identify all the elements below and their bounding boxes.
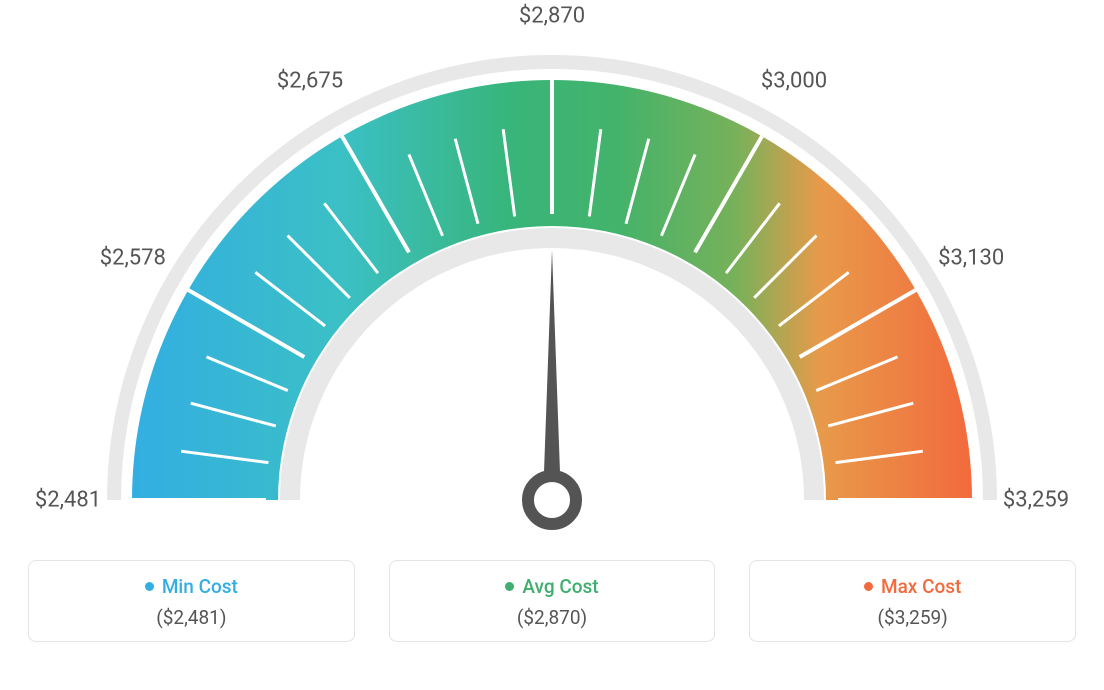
- legend-max: Max Cost ($3,259): [749, 560, 1076, 642]
- legend-dot-avg: [505, 582, 514, 591]
- legend-avg: Avg Cost ($2,870): [389, 560, 716, 642]
- legend-title-avg: Avg Cost: [522, 575, 598, 598]
- legend-row: Min Cost ($2,481) Avg Cost ($2,870) Max …: [0, 560, 1104, 642]
- legend-title-min: Min Cost: [162, 575, 238, 598]
- gauge-tick-label: $3,259: [1003, 488, 1069, 513]
- legend-title-max: Max Cost: [881, 575, 961, 598]
- legend-dot-min: [145, 582, 154, 591]
- legend-dot-max: [864, 582, 873, 591]
- cost-gauge: $2,481 $2,578 $2,675 $2,870 $3,000 $3,130 $3,2…: [0, 0, 1104, 560]
- gauge-tick-label: $2,870: [519, 4, 585, 29]
- gauge-tick-label: $2,578: [100, 246, 166, 271]
- legend-value-min: ($2,481): [156, 606, 226, 629]
- gauge-tick-label: $3,130: [938, 246, 1004, 271]
- gauge-tick-label: $3,000: [761, 68, 827, 93]
- legend-value-avg: ($2,870): [517, 606, 587, 629]
- legend-value-max: ($3,259): [878, 606, 948, 629]
- legend-min: Min Cost ($2,481): [28, 560, 355, 642]
- gauge-tick-label: $2,675: [277, 68, 343, 93]
- gauge-tick-label: $2,481: [35, 488, 101, 513]
